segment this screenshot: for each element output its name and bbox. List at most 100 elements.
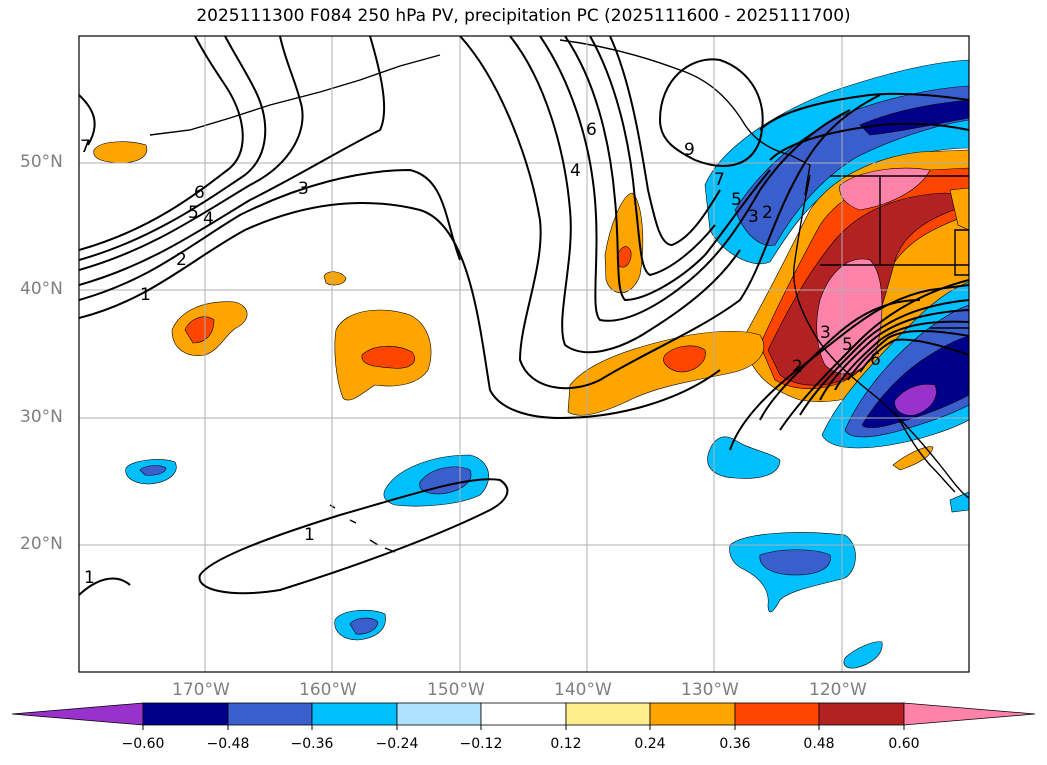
aleutian-chain: [149, 54, 441, 136]
colorbar-extend-left: [11, 702, 144, 726]
lon-label-170w: 170°W: [172, 680, 230, 700]
neg-blob-157w-inner: [349, 617, 379, 635]
contour-ridge-2: [759, 299, 921, 421]
contour-label: 3: [820, 323, 831, 343]
colorbar-segment: [396, 702, 482, 726]
plot-frame: [78, 35, 970, 673]
neg-blob-173w-inner: [139, 465, 167, 476]
contour-north-loop: [759, 92, 969, 131]
contour-label: 1: [140, 285, 151, 305]
pos-blob-north-edge: [949, 187, 969, 231]
colorbar-segment: [649, 702, 736, 726]
contour-labels: 1 2 3 4 5 6 7 6 9 1 1 2 3 4 5 6 7 2 3 5: [80, 120, 881, 588]
contour-edge-1: [79, 577, 131, 596]
lon-label-150w: 150°W: [427, 680, 485, 700]
contour-west-2: [79, 168, 461, 301]
contour-label: 5: [731, 190, 742, 210]
lat-label-30n: 30°N: [20, 407, 63, 427]
contour-cutoff-b: [799, 299, 969, 416]
colorbar-segment: [818, 702, 905, 726]
contour-label: 5: [188, 203, 199, 223]
contour-label: 4: [570, 161, 581, 181]
contour-west-4: [79, 36, 304, 271]
contour-label: 2: [792, 357, 803, 377]
alaska-coast: [559, 39, 811, 196]
colorbar-segment: [311, 702, 398, 726]
colorbar-tick-label: 0.12: [550, 736, 582, 752]
colorbar-tick-label: −0.48: [206, 736, 250, 752]
pos-coast-pink-b: [839, 167, 931, 211]
contour-label: 5: [842, 335, 853, 355]
colorbar-tick-label: 0.60: [888, 736, 920, 752]
contour-trough-3: [539, 36, 851, 322]
pos-blob-tiny-a: [93, 141, 148, 164]
lat-label-40n: 40°N: [20, 279, 63, 299]
contour-trough-outer: [459, 36, 881, 390]
contour-label: 7: [714, 170, 725, 190]
contour-trough-4: [564, 36, 771, 302]
colorbar-segment: [734, 702, 820, 726]
colorbar-segment: [565, 702, 651, 726]
contour-label: 4: [203, 209, 214, 229]
contour-label: 1: [84, 568, 95, 588]
pos-blob-baja: [892, 446, 934, 471]
lon-label-140w: 140°W: [554, 680, 612, 700]
contour-label: 6: [586, 120, 597, 140]
contour-label: 2: [176, 250, 187, 270]
contour-label: 9: [684, 140, 695, 160]
colorbar-tick-label: 0.36: [719, 736, 751, 752]
contour-trough-6: [609, 36, 721, 247]
contour-west-1: [79, 202, 721, 420]
colorbar-tick-label: 0.24: [634, 736, 666, 752]
pos-blob-155w-core: [361, 346, 416, 369]
lat-label-50n: 50°N: [20, 152, 63, 172]
colorbar-extend-right: [903, 702, 1036, 726]
pos-blob-tiny-b: [323, 271, 347, 286]
contour-label: 3: [298, 179, 309, 199]
contour-label: 7: [80, 137, 91, 157]
pos-blob-167w-core: [184, 316, 215, 344]
neg-baja-navy: [861, 335, 969, 429]
contour-label: 6: [194, 183, 205, 203]
neg-blob-130w: [707, 436, 781, 479]
pos-subtropical-band: [567, 330, 765, 416]
colorbar-segment: [480, 702, 567, 726]
contour-north-loop-2: [769, 122, 969, 161]
contour-sub-1: [198, 478, 509, 595]
neg-blob-edge: [949, 491, 969, 513]
baja-peninsula: [894, 411, 956, 493]
contour-label: 3: [748, 207, 759, 227]
neg-band-north-core: [859, 99, 969, 136]
contour-west-7: [79, 94, 96, 146]
neg-baja-purple: [894, 383, 937, 416]
colorbar-tick-label: −0.36: [290, 736, 334, 752]
contour-west-6: [79, 36, 244, 251]
colorbar-segment: [227, 702, 313, 726]
pos-subtropical-core: [663, 345, 706, 373]
precip-shading: [93, 59, 969, 669]
lon-label-130w: 130°W: [681, 680, 739, 700]
map-title: 2025111300 F084 250 hPa PV, precipitatio…: [196, 6, 851, 26]
contour-cutoff-e: [847, 330, 969, 381]
lat-label-20n: 20°N: [20, 534, 63, 554]
contour-cutoff-a: [779, 279, 969, 431]
contour-trough-5: [589, 36, 716, 277]
contour-cutoff-d: [834, 320, 969, 391]
contour-cutoff-f: [859, 338, 969, 373]
contour-cutoff-c: [819, 309, 969, 401]
contour-label: 2: [762, 203, 773, 223]
lon-label-160w: 160°W: [299, 680, 357, 700]
contour-west-3: [79, 36, 386, 286]
contour-west-5: [79, 36, 267, 261]
colorbar-tick-label: −0.24: [375, 736, 419, 752]
colorbar-tick-label: 0.48: [803, 736, 835, 752]
pos-blob-138w-core: [616, 246, 632, 268]
colorbar-segment: [142, 702, 229, 726]
graticule: [79, 36, 969, 672]
neg-blob-south: [843, 641, 883, 669]
lon-label-120w: 120°W: [809, 680, 867, 700]
colorbar: [11, 702, 1036, 730]
colorbar-tick-label: −0.12: [459, 736, 503, 752]
contour-label: 1: [304, 525, 315, 545]
